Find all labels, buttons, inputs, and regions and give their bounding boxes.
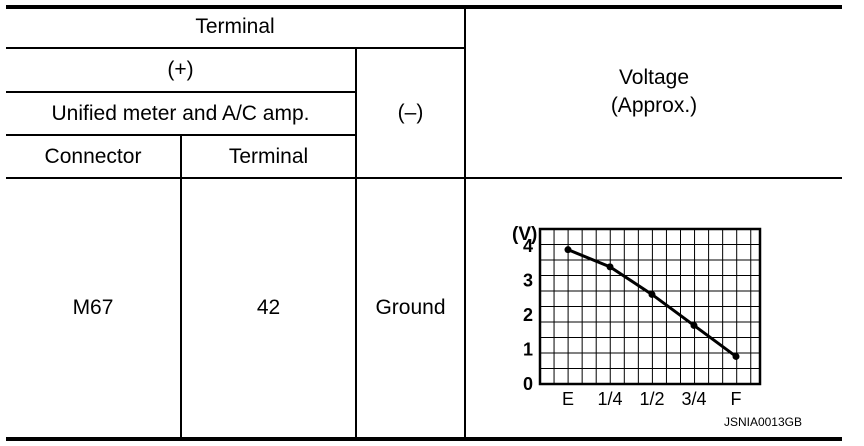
terminal-column-header: Terminal (228, 144, 309, 168)
minus-header: (–) (397, 101, 424, 124)
y-tick-label: 2 (523, 305, 533, 325)
terminal-header: Terminal (195, 15, 275, 38)
graph-tick-labels: 0 1 2 3 4 E 1/4 1/2 3/4 F (523, 236, 742, 409)
graph-series (564, 246, 740, 360)
minus-value: Ground (375, 296, 446, 319)
graph-frame (538, 227, 762, 386)
table-divider-connector (180, 134, 182, 439)
y-tick-label: 3 (523, 271, 533, 291)
table-bottom-border (6, 437, 842, 441)
connector-header: Connector (44, 144, 142, 168)
x-tick-label: 3/4 (681, 389, 706, 409)
unit-header: Unified meter and A/C amp. (51, 101, 310, 125)
data-point (732, 352, 740, 360)
data-point (648, 290, 656, 298)
data-point (564, 246, 572, 254)
x-tick-label: 1/2 (639, 389, 664, 409)
y-tick-label: 1 (523, 340, 533, 360)
x-tick-label: E (562, 389, 574, 409)
plus-header: (+) (167, 58, 194, 81)
figure-code: JSNIA0013GB (724, 415, 802, 429)
data-point (690, 321, 698, 329)
x-tick-label: 1/4 (597, 389, 622, 409)
terminal-value: 42 (256, 296, 281, 319)
voltage-header-line1: Voltage (618, 66, 690, 89)
y-tick-label: 0 (523, 374, 533, 394)
table-rule-below-terminal (6, 47, 465, 49)
table-rule-below-plus (6, 91, 356, 93)
graph-border (538, 227, 762, 386)
x-tick-label: F (731, 389, 742, 409)
table-divider-terminal (355, 47, 357, 439)
connector-value: M67 (72, 296, 114, 319)
table-top-border (6, 5, 842, 9)
voltage-header: Voltage (Approx.) (466, 7, 842, 177)
y-tick-label: 4 (523, 236, 533, 256)
table-divider-voltage (464, 7, 466, 439)
voltage-graph: 0 1 2 3 4 E 1/4 1/2 3/4 F (V) JSNIA0013GB (512, 224, 802, 429)
table-rule-below-header (6, 177, 842, 179)
data-point (606, 263, 614, 271)
voltage-header-line2: (Approx.) (610, 94, 698, 117)
y-axis-label: (V) (512, 224, 537, 245)
